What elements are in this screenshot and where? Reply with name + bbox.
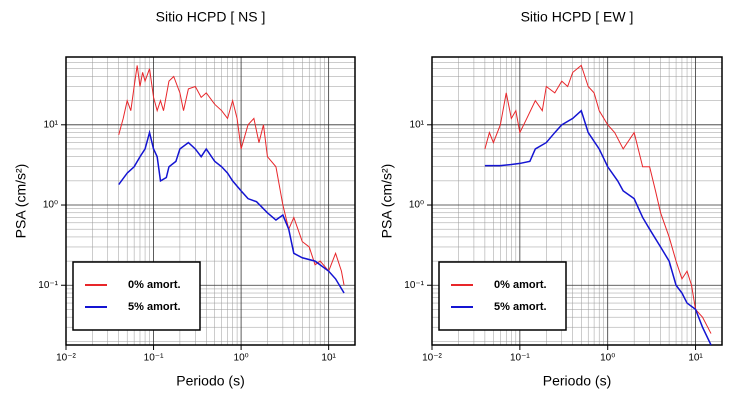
chart-title: Sitio HCPD [ EW ] [521,9,634,25]
x-tick-label: 10¹ [688,353,703,364]
legend-label: 5% amort. [494,301,547,313]
x-tick-label: 10⁰ [234,353,249,364]
x-tick-label: 10⁻² [56,353,76,364]
y-tick-label: 10¹ [44,119,59,130]
x-tick-label: 10⁰ [600,353,615,364]
legend-label: 0% amort. [494,279,547,291]
chart-title: Sitio HCPD [ NS ] [156,9,266,25]
y-axis-label: PSA (cm/s²) [13,164,29,239]
y-tick-label: 10¹ [410,119,425,130]
series-line [484,109,712,346]
y-tick-label: 10⁰ [43,200,58,211]
legend-box [72,261,201,331]
series-line [484,64,712,334]
x-tick-label: 10¹ [321,353,336,364]
legend-box [438,261,567,331]
plot-frame [65,56,356,346]
y-axis-label: PSA (cm/s²) [379,164,395,239]
legend-label: 5% amort. [128,301,181,313]
x-tick-label: 10⁻¹ [510,353,530,364]
x-tick-label: 10⁻¹ [144,353,164,364]
x-axis-label: Periodo (s) [543,373,611,389]
y-tick-label: 10⁻¹ [38,280,58,291]
series-line [118,129,345,294]
x-tick-label: 10⁻² [422,353,442,364]
plot-frame [431,56,723,346]
legend-label: 0% amort. [128,279,181,291]
x-axis-label: Periodo (s) [176,373,244,389]
y-tick-label: 10⁰ [409,200,424,211]
series-line [118,65,345,286]
y-tick-label: 10⁻¹ [404,280,424,291]
